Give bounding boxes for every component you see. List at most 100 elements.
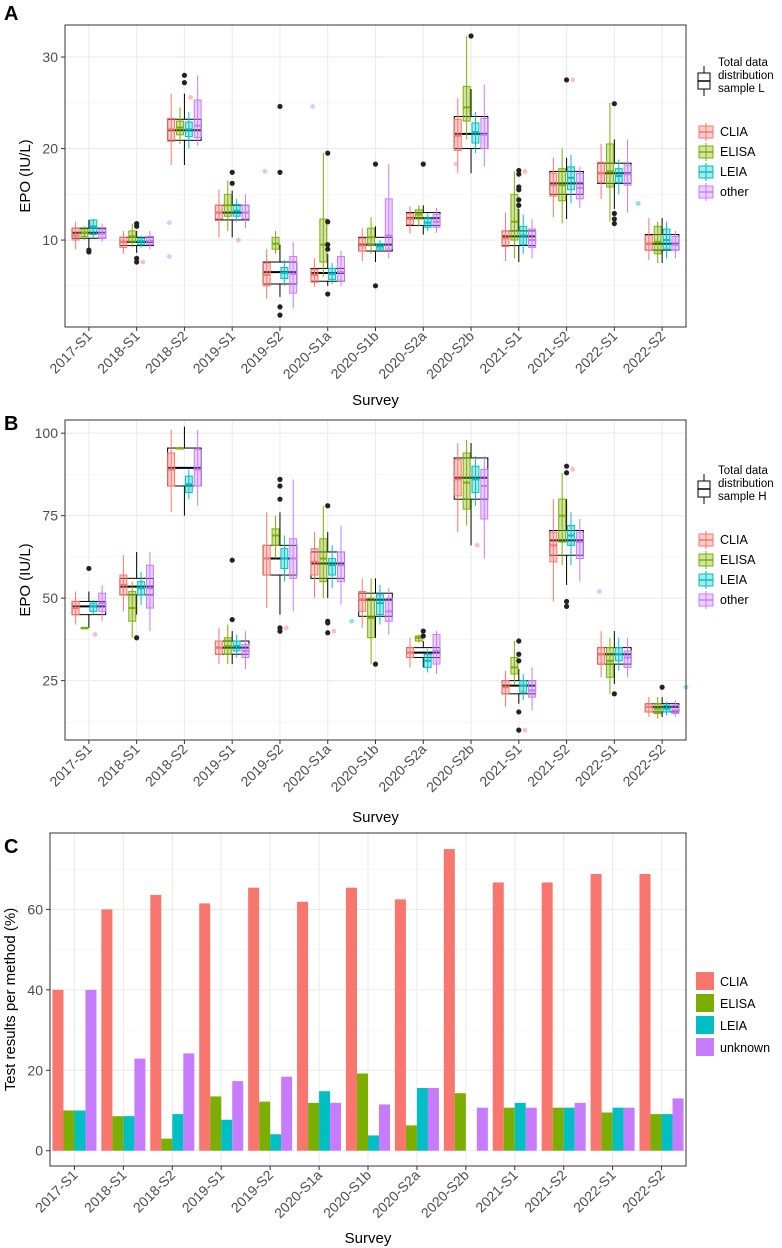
y-tick-label: 50 (42, 590, 58, 606)
legend: CLIA ELISA LEIA unknown (696, 972, 770, 1056)
y-tick-label: 0 (35, 1143, 43, 1159)
bar (563, 1107, 575, 1151)
x-tick-label: 2022-S2 (619, 328, 668, 377)
legend-key (696, 972, 714, 990)
method-box (528, 228, 537, 248)
method-outlier (635, 201, 641, 206)
bar (639, 874, 651, 1151)
method-outlier (92, 632, 98, 637)
method-outlier (140, 259, 146, 265)
method-outlier (166, 220, 172, 226)
legend-total-label: distribution (718, 478, 774, 490)
plot-border (49, 832, 687, 1167)
bar (85, 989, 97, 1151)
total-outlier (611, 210, 617, 217)
total-outlier (277, 312, 283, 318)
total-outlier (516, 167, 522, 174)
method-box (528, 680, 537, 698)
method-box (328, 558, 337, 576)
total-outlier (516, 184, 522, 190)
bar (541, 882, 553, 1151)
x-tick-label: 2020-S2b (423, 328, 477, 382)
legend-label: CLIA (720, 125, 748, 139)
total-outlier (325, 246, 331, 252)
x-tick-label: 2020-S1b (327, 741, 381, 795)
total-outlier (229, 616, 235, 623)
total-outlier (86, 247, 92, 253)
total-outlier (372, 661, 379, 667)
bar (308, 1102, 320, 1151)
legend-label: ELISA (720, 145, 756, 159)
total-outlier (325, 291, 331, 297)
method-box (319, 218, 328, 263)
y-tick-label: 75 (42, 508, 58, 524)
total-outlier (516, 727, 522, 733)
total-outlier (277, 496, 283, 502)
method-box (71, 227, 80, 241)
method-box (575, 172, 584, 200)
panel-label: B (4, 413, 18, 435)
bar (101, 909, 113, 1151)
total-outlier (229, 169, 235, 175)
bar (650, 1114, 662, 1151)
bar (416, 1087, 428, 1151)
bar (74, 1110, 86, 1151)
bar (259, 1101, 271, 1151)
bar (52, 989, 64, 1151)
bar (281, 1076, 293, 1151)
bar (476, 1107, 488, 1151)
method-box (319, 538, 328, 583)
total-outlier (516, 171, 522, 177)
x-tick-label: 2018-S2 (142, 741, 191, 790)
legend-label: other (720, 593, 749, 607)
total-outlier (372, 161, 379, 167)
total-outlier (277, 103, 283, 110)
method-outlier (331, 628, 337, 634)
method-outlier (283, 625, 289, 631)
x-tick-label: 2022-S2 (619, 1167, 668, 1216)
total-outlier (134, 259, 140, 265)
bar (199, 903, 211, 1151)
legend-total-label: sample L (718, 83, 765, 95)
method-outlier (522, 169, 528, 174)
total-outlier (86, 565, 92, 572)
x-tick-label: 2021-S2 (521, 1167, 570, 1216)
x-tick-label: 2020-S2a (375, 328, 429, 382)
x-tick-label: 2017-S1 (32, 1167, 81, 1216)
total-outlier (372, 283, 379, 289)
x-axis-title: Survey (345, 1230, 392, 1247)
bar (405, 1125, 417, 1151)
total-outlier (277, 476, 283, 482)
bar (672, 1098, 684, 1151)
method-outlier (349, 618, 354, 624)
bar (394, 899, 406, 1151)
total-outlier (516, 202, 522, 208)
total-outlier (420, 161, 426, 167)
x-tick-label: 2022-S1 (570, 1167, 619, 1216)
method-outlier (310, 104, 316, 109)
total-outlier (134, 635, 140, 641)
legend-total-label: Total data (718, 57, 768, 69)
total-outlier (229, 180, 235, 186)
method-box (337, 256, 345, 282)
method-box (271, 528, 280, 546)
method-outlier (235, 237, 241, 243)
x-tick-label: 2020-S1a (280, 741, 334, 795)
y-tick-label: 30 (42, 49, 58, 65)
bar (454, 1093, 466, 1151)
method-box (623, 650, 632, 668)
bar (590, 874, 602, 1151)
bar (221, 1119, 233, 1151)
method-box (549, 531, 558, 563)
legend-total-label: sample H (718, 491, 767, 503)
method-box (384, 198, 393, 250)
x-tick-label: 2021-S1 (476, 328, 525, 377)
legend-label: ELISA (720, 997, 756, 1011)
method-box (193, 99, 202, 139)
bar (514, 1102, 526, 1151)
method-box (462, 452, 471, 510)
bar (552, 1107, 564, 1151)
legend-label: CLIA (720, 533, 748, 547)
method-box (193, 449, 202, 487)
